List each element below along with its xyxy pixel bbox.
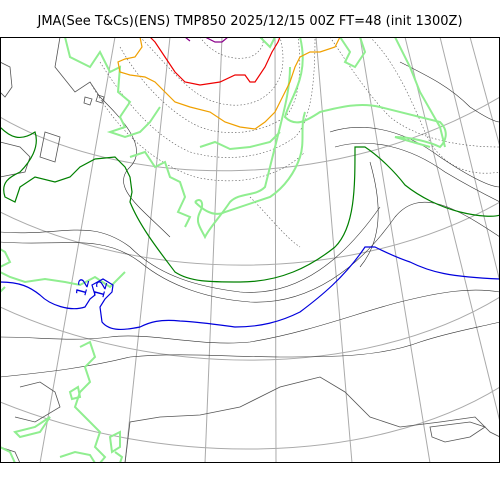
landmass-outline — [73, 340, 107, 463]
landmass-outline — [0, 271, 126, 289]
isotherm-green — [0, 126, 500, 283]
graticule — [0, 37, 500, 463]
meridian-line — [469, 37, 500, 148]
coastline — [54, 37, 101, 98]
coastline — [0, 141, 31, 178]
contour-line — [0, 206, 381, 293]
landmass-outline — [0, 248, 12, 268]
coastline — [0, 61, 13, 98]
landmass-outline — [0, 446, 16, 463]
contour-line — [359, 161, 379, 268]
contour-line — [334, 142, 500, 203]
coastline — [83, 96, 93, 106]
contour-label-12: 12 — [91, 279, 111, 300]
meridian-line — [439, 37, 500, 283]
landmass-outline — [194, 66, 291, 240]
dotted-contour — [89, 81, 306, 182]
contour-line — [0, 201, 500, 303]
meridian-line — [404, 37, 500, 423]
contour-label-12: 12 — [73, 277, 93, 298]
parallel-line — [0, 96, 500, 172]
landmass-outline — [114, 451, 124, 463]
dotted-contour — [99, 37, 316, 158]
isotherm-orange — [117, 37, 341, 130]
isotherm-blue — [0, 246, 500, 330]
land-outline — [0, 37, 447, 463]
dotted-contour — [199, 37, 264, 59]
dotted-contour — [369, 37, 500, 174]
meridian-line — [39, 37, 116, 463]
contour-line — [0, 321, 500, 378]
coastlines — [0, 37, 500, 463]
contour-line — [0, 289, 500, 344]
meridian-line — [359, 37, 431, 463]
landmass-outline — [199, 131, 281, 151]
parallel-line — [0, 296, 500, 361]
landmass-outline — [13, 416, 51, 439]
coastline — [124, 376, 500, 463]
landmass-outline — [259, 37, 276, 49]
landmass-outline — [394, 37, 446, 148]
pressure-contours-solid — [0, 61, 500, 378]
landmass-outline — [339, 37, 367, 69]
map-title: JMA(See T&Cs)(ENS) TMP850 2025/12/15 00Z… — [37, 14, 463, 29]
landmass-outline — [283, 37, 447, 149]
landmass-outline — [64, 37, 161, 139]
meridian-line — [124, 37, 171, 463]
contour-line — [329, 127, 500, 188]
coastline — [14, 381, 61, 423]
isotherm-red — [149, 37, 281, 86]
coastline — [429, 421, 486, 443]
coastline — [39, 131, 61, 163]
meridian-line — [274, 37, 277, 463]
landmass-outline — [68, 385, 82, 401]
contour-labels: 12 12 — [73, 277, 111, 300]
landmass-outline — [59, 450, 96, 463]
landmass-outline — [108, 430, 121, 454]
contour-line — [399, 61, 500, 123]
coastline — [95, 94, 105, 104]
landmass-outline — [194, 111, 306, 215]
parallel-line — [0, 201, 500, 266]
meridian-line — [204, 37, 223, 463]
parallel-line — [0, 386, 500, 450]
map-frame: 12 12 — [0, 37, 500, 463]
landmass-outline — [129, 150, 192, 228]
meridian-line — [315, 37, 353, 463]
dotted-contour — [139, 37, 284, 106]
